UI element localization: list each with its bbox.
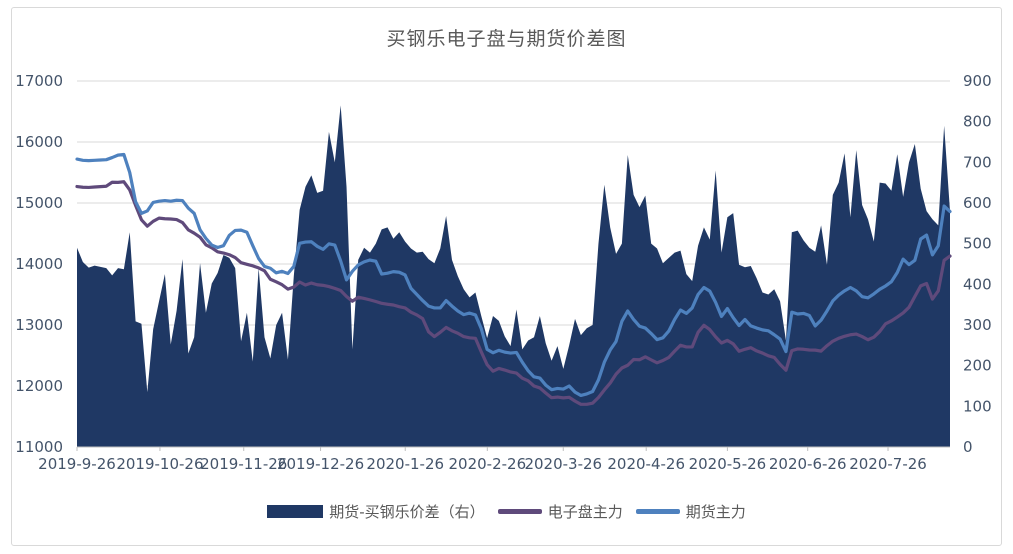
legend-label-futures: 期货主力: [685, 503, 746, 521]
futures-line-series: [75, 152, 952, 398]
legend-item-spread: 期货-买钢乐价差（右）: [267, 501, 485, 522]
x-axis-label: 2019-10-26: [116, 455, 203, 473]
electronic-line-series: [75, 180, 952, 406]
y-axis-left-label: 13000: [15, 316, 63, 334]
x-axis-label: 2019-12-26: [277, 455, 364, 473]
x-axis-label: 2020-1-26: [366, 455, 444, 473]
x-axis-label: 2020-4-26: [607, 455, 685, 473]
spread-area-series: [77, 105, 950, 448]
y-axis-left-label: 11000: [15, 438, 63, 456]
y-axis-left-label: 14000: [15, 255, 63, 273]
x-axis-label: 2020-2-26: [448, 455, 526, 473]
y-axis-left-label: 16000: [15, 133, 63, 151]
y-axis-right-label: 500: [963, 235, 992, 253]
y-axis-left-label: 17000: [15, 72, 63, 90]
x-axis-label: 2020-5-26: [689, 455, 767, 473]
y-axis-left-label: 12000: [15, 377, 63, 395]
x-axis-label: 2020-3-26: [524, 455, 602, 473]
legend-item-electronic: 电子盘主力: [497, 501, 623, 522]
x-axis-label: 2019-11-26: [200, 455, 287, 473]
legend-label-electronic: 电子盘主力: [547, 503, 623, 521]
y-axis-right-label: 400: [963, 275, 992, 293]
x-axis-label: 2020-6-26: [769, 455, 847, 473]
chart-legend: 期货-买钢乐价差（右） 电子盘主力 期货主力: [0, 501, 1013, 522]
y-axis-right-label: 100: [963, 397, 992, 415]
futures-line-swatch: [635, 509, 680, 514]
y-axis-right-label: 600: [963, 194, 992, 212]
area-series-swatch: [267, 505, 324, 518]
chart-title: 买钢乐电子盘与期货价差图: [386, 28, 627, 50]
y-axis-right-label: 800: [963, 113, 992, 131]
y-axis-right-label: 200: [963, 357, 992, 375]
x-axis-label: 2019-9-26: [38, 455, 116, 473]
y-axis-right-label: 0: [963, 438, 973, 456]
y-axis-left-label: 15000: [15, 194, 63, 212]
legend-item-futures: 期货主力: [635, 501, 746, 522]
x-axis-label: 2020-7-26: [849, 455, 927, 473]
legend-label-spread: 期货-买钢乐价差（右）: [329, 503, 485, 521]
y-axis-right-label: 300: [963, 316, 992, 334]
y-axis-right-label: 900: [963, 72, 992, 90]
y-axis-right-label: 700: [963, 153, 992, 171]
electronic-line-swatch: [497, 509, 542, 514]
